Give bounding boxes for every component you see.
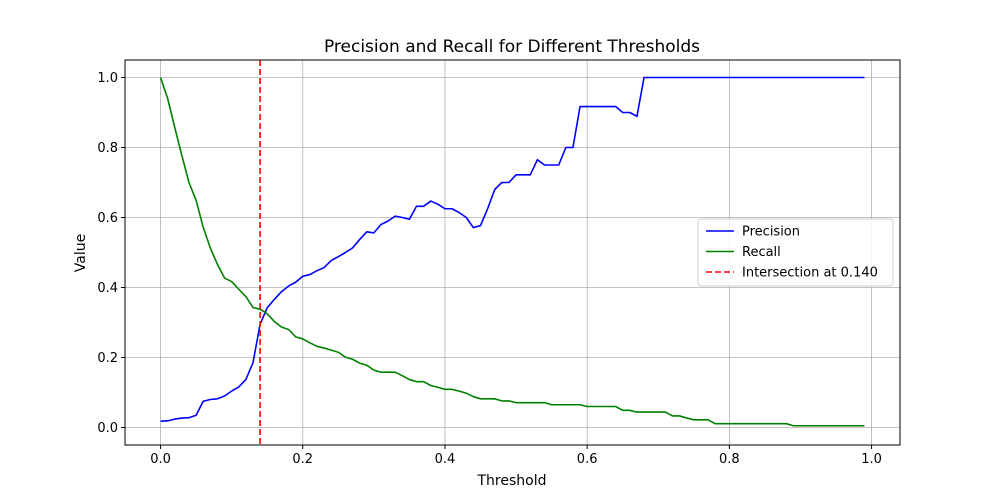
x-tick-label: 1.0 xyxy=(861,452,882,467)
legend-box xyxy=(697,218,894,287)
y-tick-label: 0.6 xyxy=(97,211,118,226)
x-tick-label: 0.0 xyxy=(150,452,171,467)
y-tick-label: 0.2 xyxy=(97,351,118,366)
recall-line xyxy=(159,77,865,427)
precision-line xyxy=(160,76,865,422)
legend-entry-recall: Recall xyxy=(706,245,781,260)
legend-entry-precision: Precision xyxy=(706,225,800,240)
x-tick-label: 0.6 xyxy=(577,452,598,467)
y-axis-label: Value xyxy=(73,234,89,272)
legend-entry-intersection: Intersection at 0.140 xyxy=(706,266,878,281)
series-layer xyxy=(159,60,865,445)
y-tick-label: 1.0 xyxy=(97,71,118,86)
y-tick-label: 0.4 xyxy=(97,281,118,296)
legend-label: Intersection at 0.140 xyxy=(742,266,878,281)
x-tick-label: 0.4 xyxy=(435,452,456,467)
y-tick-label: 0.8 xyxy=(97,141,118,156)
x-tick-label: 0.2 xyxy=(292,452,313,467)
ticks: 0.0 0.2 0.4 0.6 0.8 1.0 0.0 0.2 0.4 0.6 0.8 1.0 xyxy=(97,71,882,467)
legend-label: Precision xyxy=(742,225,800,240)
legend-label: Recall xyxy=(742,245,781,260)
chart-title: Precision and Recall for Different Thres… xyxy=(324,37,700,57)
y-tick-label: 0.0 xyxy=(97,421,118,436)
plot-frame xyxy=(124,59,901,446)
legend: Precision Recall Intersection at 0.140 xyxy=(697,218,894,287)
x-axis-label: Threshold xyxy=(477,473,547,489)
x-tick-label: 0.8 xyxy=(719,452,740,467)
